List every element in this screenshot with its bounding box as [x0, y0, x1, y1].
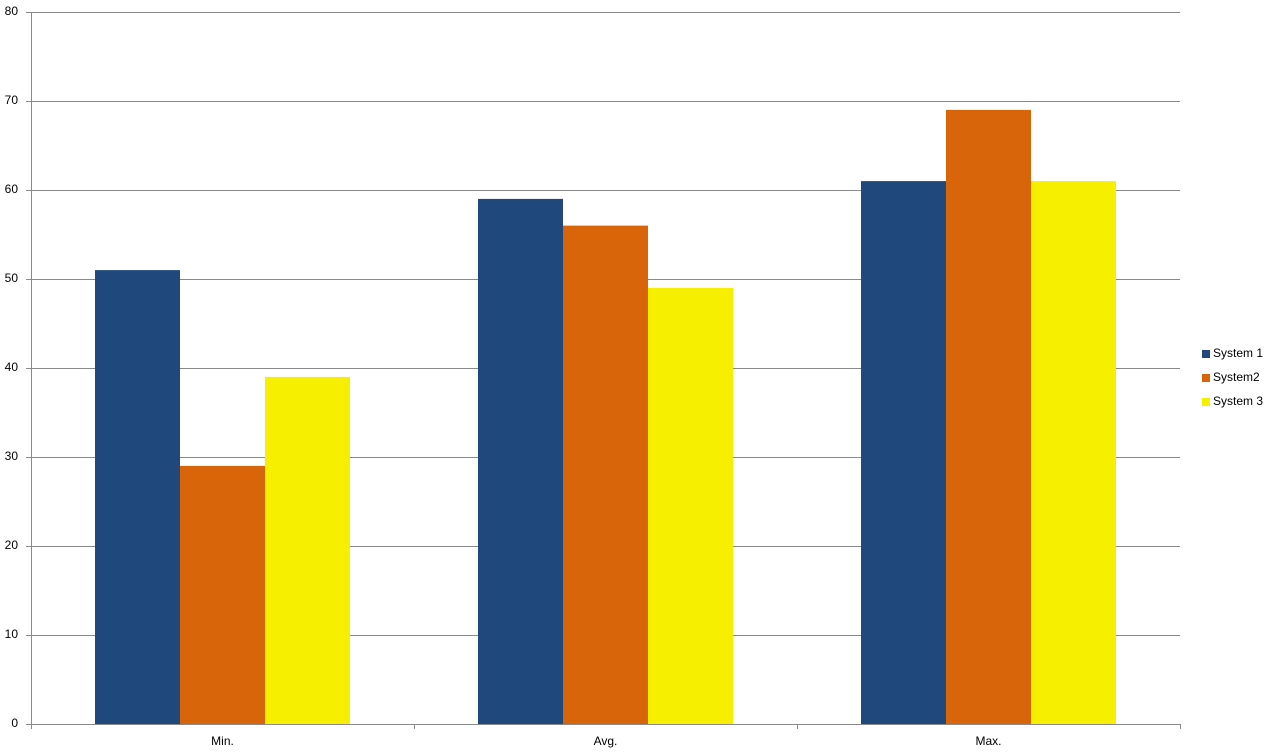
legend-swatch	[1202, 374, 1210, 382]
bar	[180, 465, 265, 724]
y-tick-label: 50	[5, 271, 19, 285]
y-tick-label: 70	[5, 93, 19, 107]
y-tick-label: 60	[5, 182, 19, 196]
y-tick-label: 40	[5, 360, 19, 374]
y-tick-label: 30	[5, 449, 19, 463]
y-tick-label: 10	[5, 627, 19, 641]
bar	[946, 109, 1031, 724]
y-tick-label: 20	[5, 538, 19, 552]
x-tick-label: Min.	[211, 734, 234, 748]
x-tick-label: Max.	[975, 734, 1001, 748]
bar	[563, 225, 648, 724]
bar	[95, 270, 180, 724]
legend-label: System 3	[1213, 394, 1263, 408]
legend-swatch	[1202, 398, 1210, 406]
bar	[1031, 181, 1116, 725]
bar	[648, 287, 733, 724]
bar	[478, 198, 563, 724]
y-tick-label: 0	[11, 716, 18, 730]
legend-label: System 1	[1213, 346, 1263, 360]
bar	[265, 376, 350, 724]
legend-swatch	[1202, 350, 1210, 358]
bar	[861, 181, 946, 725]
x-tick-label: Avg.	[594, 734, 618, 748]
legend-label: System2	[1213, 370, 1260, 384]
y-tick-label: 80	[5, 4, 19, 18]
